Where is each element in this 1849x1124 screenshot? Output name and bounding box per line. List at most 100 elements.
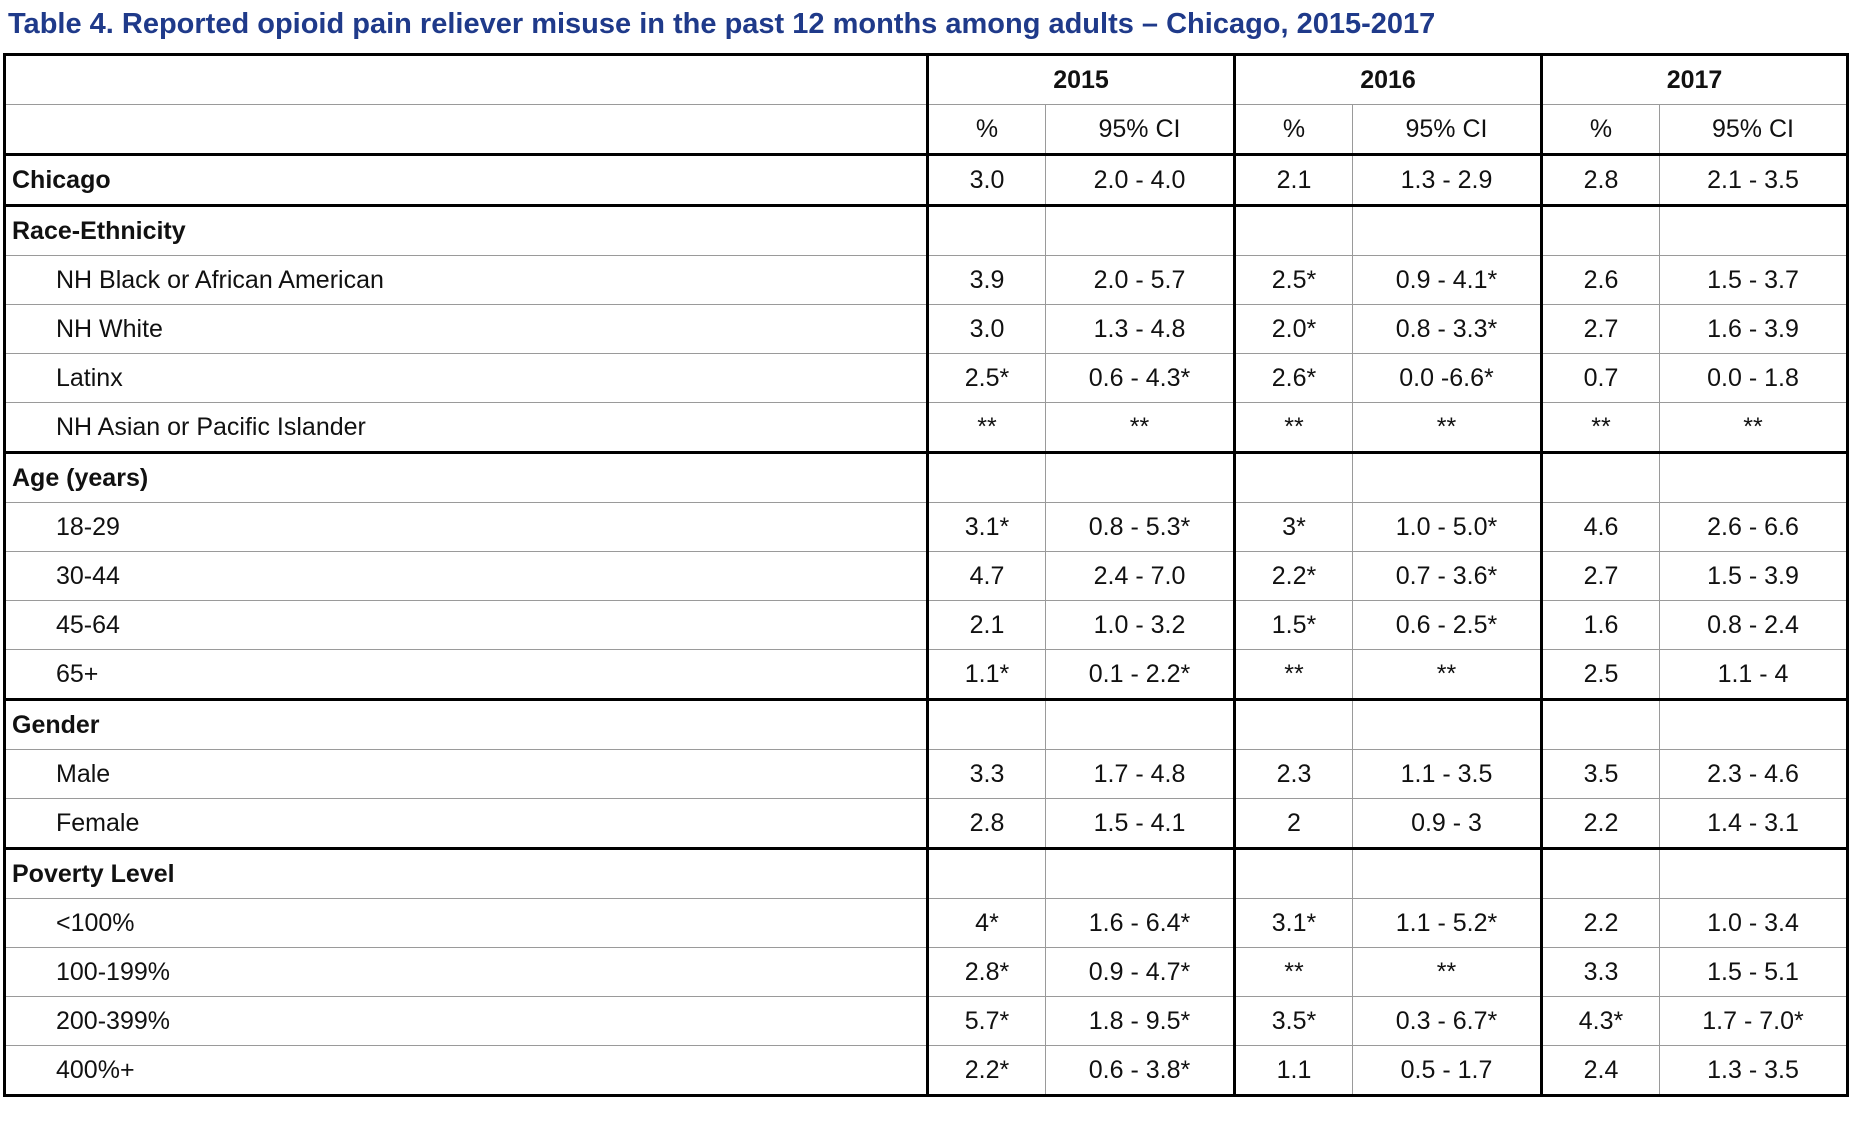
row-label: Female xyxy=(3,798,928,849)
percent-cell: 2.2 xyxy=(1540,798,1660,849)
percent-cell: 2.7 xyxy=(1540,304,1660,354)
percent-cell: 4* xyxy=(926,898,1046,948)
ci-header: 95% CI xyxy=(1045,104,1235,155)
ci-header: 95% CI xyxy=(1352,104,1542,155)
percent-cell: 2.3 xyxy=(1233,749,1353,799)
row-label: <100% xyxy=(3,898,928,948)
table-row: <100% 4* 1.6 - 6.4* 3.1* 1.1 - 5.2* 2.2 1.0 - … xyxy=(3,898,1849,948)
table-row: NH Asian or Pacific Islander ** ** ** ** ** ** xyxy=(3,402,1849,453)
ci-cell: 1.3 - 2.9 xyxy=(1352,153,1542,206)
table-row: Chicago 3.0 2.0 - 4.0 2.1 1.3 - 2.9 2.8 2.1 - … xyxy=(3,153,1849,206)
ci-cell xyxy=(1045,451,1235,503)
ci-cell: 1.8 - 9.5* xyxy=(1045,996,1235,1046)
ci-cell: 0.8 - 5.3* xyxy=(1045,502,1235,552)
percent-cell: 2.7 xyxy=(1540,551,1660,601)
ci-cell: 0.3 - 6.7* xyxy=(1352,996,1542,1046)
ci-cell: 0.6 - 2.5* xyxy=(1352,600,1542,650)
ci-cell: ** xyxy=(1352,402,1542,453)
ci-cell: 1.5 - 4.1 xyxy=(1045,798,1235,849)
ci-cell: 1.7 - 4.8 xyxy=(1045,749,1235,799)
table-row: NH White 3.0 1.3 - 4.8 2.0* 0.8 - 3.3* 2.7 1.6… xyxy=(3,304,1849,354)
percent-cell: 2 xyxy=(1233,798,1353,849)
data-table: 2015 2016 2017 % 95% CI % 95% CI % 95% C… xyxy=(3,53,1849,1097)
percent-cell xyxy=(1233,698,1353,750)
percent-cell: 2.5* xyxy=(926,353,1046,403)
ci-cell: ** xyxy=(1352,649,1542,700)
percent-cell xyxy=(1540,698,1660,750)
ci-cell: 1.0 - 3.4 xyxy=(1659,898,1849,948)
percent-cell: 0.7 xyxy=(1540,353,1660,403)
row-label: NH White xyxy=(3,304,928,354)
percent-cell xyxy=(1233,451,1353,503)
year-header: 2016 xyxy=(1233,53,1542,105)
percent-cell: 5.7* xyxy=(926,996,1046,1046)
percent-cell xyxy=(926,204,1046,256)
table-row: Male 3.3 1.7 - 4.8 2.3 1.1 - 3.5 3.5 2.3 - 4.6 xyxy=(3,749,1849,799)
year-header: 2015 xyxy=(926,53,1235,105)
ci-cell xyxy=(1352,204,1542,256)
percent-cell: 2.8* xyxy=(926,947,1046,997)
ci-cell: 0.9 - 3 xyxy=(1352,798,1542,849)
percent-header: % xyxy=(1233,104,1353,155)
percent-cell xyxy=(1540,847,1660,899)
ci-cell: 0.5 - 1.7 xyxy=(1352,1045,1542,1097)
ci-cell xyxy=(1352,451,1542,503)
table-row: 30-44 4.7 2.4 - 7.0 2.2* 0.7 - 3.6* 2.7 1.5 - … xyxy=(3,551,1849,601)
percent-cell: 2.1 xyxy=(1233,153,1353,206)
percent-cell: ** xyxy=(1233,649,1353,700)
row-label: Latinx xyxy=(3,353,928,403)
ci-cell: 0.8 - 2.4 xyxy=(1659,600,1849,650)
ci-cell: 0.9 - 4.7* xyxy=(1045,947,1235,997)
ci-cell: 1.3 - 3.5 xyxy=(1659,1045,1849,1097)
percent-header: % xyxy=(926,104,1046,155)
section-label: Poverty Level xyxy=(3,847,928,899)
section-row: Poverty Level xyxy=(3,847,1849,899)
ci-cell: 0.8 - 3.3* xyxy=(1352,304,1542,354)
ci-cell: 1.1 - 3.5 xyxy=(1352,749,1542,799)
header-blank-cell xyxy=(3,53,928,105)
percent-cell: 3.0 xyxy=(926,153,1046,206)
ci-cell xyxy=(1045,698,1235,750)
percent-cell: ** xyxy=(1233,402,1353,453)
ci-cell: 1.6 - 3.9 xyxy=(1659,304,1849,354)
table-title: Table 4. Reported opioid pain reliever m… xyxy=(8,8,1436,40)
row-label: NH Black or African American xyxy=(3,255,928,305)
section-label: Age (years) xyxy=(3,451,928,503)
percent-cell xyxy=(926,698,1046,750)
section-row: Gender xyxy=(3,698,1849,750)
percent-cell xyxy=(1540,451,1660,503)
row-label: Male xyxy=(3,749,928,799)
ci-cell: 2.0 - 5.7 xyxy=(1045,255,1235,305)
ci-cell xyxy=(1352,847,1542,899)
percent-cell: 4.6 xyxy=(1540,502,1660,552)
percent-cell: 4.3* xyxy=(1540,996,1660,1046)
ci-cell xyxy=(1659,698,1849,750)
ci-cell: ** xyxy=(1659,402,1849,453)
percent-cell: 1.1 xyxy=(1233,1045,1353,1097)
row-label: NH Asian or Pacific Islander xyxy=(3,402,928,453)
section-label: Race-Ethnicity xyxy=(3,204,928,256)
table-row: 100-199% 2.8* 0.9 - 4.7* ** ** 3.3 1.5 - 5.1 xyxy=(3,947,1849,997)
ci-cell: 2.6 - 6.6 xyxy=(1659,502,1849,552)
percent-cell: 2.2* xyxy=(1233,551,1353,601)
ci-cell: 0.1 - 2.2* xyxy=(1045,649,1235,700)
ci-cell: 0.6 - 4.3* xyxy=(1045,353,1235,403)
ci-cell: 0.0 -6.6* xyxy=(1352,353,1542,403)
ci-cell xyxy=(1659,204,1849,256)
ci-cell: 2.0 - 4.0 xyxy=(1045,153,1235,206)
percent-cell: 3.0 xyxy=(926,304,1046,354)
ci-cell xyxy=(1352,698,1542,750)
percent-cell: 2.4 xyxy=(1540,1045,1660,1097)
year-header: 2017 xyxy=(1540,53,1849,105)
table-row: NH Black or African American 3.9 2.0 - 5.7… xyxy=(3,255,1849,305)
percent-cell: 3.1* xyxy=(1233,898,1353,948)
percent-cell: 2.2* xyxy=(926,1045,1046,1097)
percent-cell xyxy=(926,847,1046,899)
percent-cell: 2.5 xyxy=(1540,649,1660,700)
ci-cell: 1.7 - 7.0* xyxy=(1659,996,1849,1046)
percent-cell: 1.1* xyxy=(926,649,1046,700)
percent-cell: 3.5 xyxy=(1540,749,1660,799)
percent-cell xyxy=(1233,204,1353,256)
percent-cell: 3.3 xyxy=(926,749,1046,799)
percent-cell: 1.5* xyxy=(1233,600,1353,650)
